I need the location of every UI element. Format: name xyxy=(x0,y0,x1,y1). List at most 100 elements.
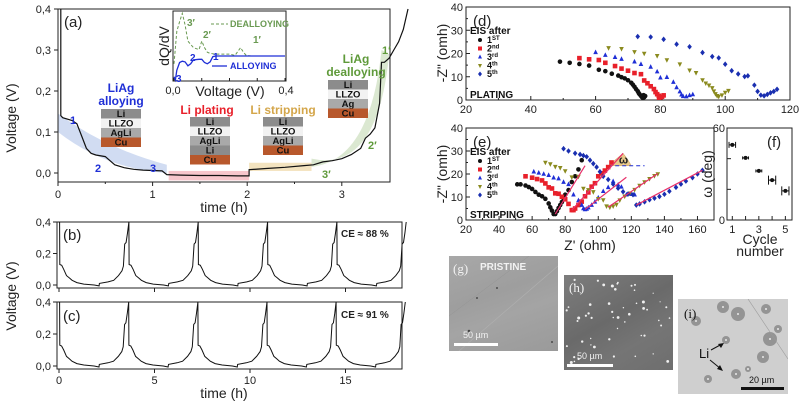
y-tick-label: 10 xyxy=(451,72,463,84)
li-spot-core xyxy=(735,373,737,375)
data-point-5 xyxy=(678,181,684,187)
data-point-3 xyxy=(556,175,561,181)
li-deposit-dot xyxy=(611,310,614,313)
legend-label-sup: nd xyxy=(492,166,500,172)
y-tick-label: 0 xyxy=(457,95,463,107)
omega-point-cycle-1 xyxy=(730,142,735,147)
peak-2: 2 xyxy=(190,53,196,64)
data-point-4 xyxy=(604,204,609,209)
data-point-5 xyxy=(615,185,621,192)
fit-line xyxy=(636,169,703,206)
fit-line xyxy=(571,152,624,211)
data-point-4 xyxy=(632,50,637,55)
data-point-2 xyxy=(661,93,666,98)
data-point-5 xyxy=(661,36,666,43)
data-point-4 xyxy=(709,86,715,91)
data-point-3 xyxy=(536,170,542,175)
panel-d-ylabel: -Z" (omh) xyxy=(434,24,450,83)
legend-label-4: 4th xyxy=(487,61,498,71)
li-deposit-dot xyxy=(630,284,633,287)
data-point-2 xyxy=(625,68,631,74)
data-point-2 xyxy=(552,191,558,196)
x-tick-label: 100 xyxy=(589,224,607,236)
data-point-5 xyxy=(771,88,777,95)
panel-b-ticks: 0,0 0,2 0,4 xyxy=(36,217,346,292)
layer-li xyxy=(101,109,141,119)
legend-label-4: 4th xyxy=(487,182,498,192)
panel-d: 20 40 60 80 100 120 0 10 20 30 40 (d) -Z" (omh) EI… xyxy=(434,2,799,116)
x-tick-label: 100 xyxy=(716,104,734,116)
x-tick-label: 5 xyxy=(782,224,788,236)
legend-marker-3 xyxy=(478,175,482,180)
alloying-title-line2: alloying xyxy=(98,94,143,108)
li-deposit-dot xyxy=(577,357,580,361)
panel-bc-ylabel: Voltage (V) xyxy=(3,261,19,330)
panel-f-ylabel: ω (deg) xyxy=(699,150,715,198)
data-point-4 xyxy=(722,90,728,96)
dealloy-marker-3p: 3′ xyxy=(322,169,331,181)
layer-li xyxy=(190,145,230,155)
data-point-5 xyxy=(648,34,653,40)
data-point-1 xyxy=(577,61,582,67)
data-point-3 xyxy=(684,93,689,99)
sem-h-scalebar xyxy=(567,364,613,367)
data-point-3 xyxy=(648,64,653,69)
legend-label-sup: ST xyxy=(492,157,500,163)
li-spot-core xyxy=(747,368,749,370)
x-tick-label: 80 xyxy=(654,104,666,116)
data-point-2 xyxy=(534,176,540,182)
layer-label: AgLi xyxy=(272,136,293,147)
panel-c-ticks: 0,0 0,2 0,4 0 5 10 15 xyxy=(36,297,352,387)
y-tick-label: 0,4 xyxy=(36,297,51,309)
li-deposit-dot xyxy=(624,321,626,323)
panel-f-xlabel-line2: number xyxy=(736,243,784,259)
dealloy-marker-1p: 1′ xyxy=(382,45,391,57)
li-deposit-dot xyxy=(565,309,568,312)
li-deposit-dot xyxy=(577,316,581,320)
data-point-5 xyxy=(662,191,667,198)
sem-h-panel-label: (h) xyxy=(569,280,585,295)
legend-label-sup: th xyxy=(492,62,498,68)
data-point-4 xyxy=(700,78,705,83)
data-point-2 xyxy=(651,86,657,92)
data-point-2 xyxy=(523,174,528,179)
peak-1p: 1′ xyxy=(253,35,262,46)
legend-label-5: 5th xyxy=(487,69,498,79)
data-point-1 xyxy=(546,201,551,206)
inset-ticks xyxy=(173,78,286,81)
layer-cu xyxy=(101,137,141,147)
panel-e-fit-lines xyxy=(554,152,703,215)
li-deposit-dot xyxy=(628,312,631,316)
panel-a-ylabel: Voltage (V) xyxy=(3,83,19,152)
layer-label: Cu xyxy=(204,155,217,166)
legend-marker-5 xyxy=(478,192,482,198)
x-tick-label: 140 xyxy=(655,224,673,236)
data-point-4 xyxy=(548,162,553,167)
alloying-title-line1: LiAg xyxy=(108,81,135,95)
li-deposit-dot xyxy=(565,345,568,348)
layer-ag xyxy=(328,99,368,109)
data-point-5 xyxy=(597,168,603,175)
inset-xlabel: Voltage (V) xyxy=(195,83,264,99)
layer-agli xyxy=(101,128,141,138)
li-deposit-dot xyxy=(567,306,570,308)
alloying-curve xyxy=(173,55,285,83)
li-deposit-dot xyxy=(643,334,646,337)
data-point-2 xyxy=(595,174,601,179)
data-point-3 xyxy=(674,84,679,90)
x-tick-label: 80 xyxy=(559,224,571,236)
y-tick-label: 0 xyxy=(457,215,463,227)
li-deposit-dot xyxy=(668,317,671,319)
li-deposit-dot xyxy=(596,279,599,282)
data-point-2 xyxy=(566,201,571,207)
data-point-2 xyxy=(529,175,535,180)
data-point-1 xyxy=(533,189,538,195)
legend-title: EIS after xyxy=(470,147,511,158)
li-deposit-dot xyxy=(635,302,638,305)
layer-label: Cu xyxy=(342,109,355,120)
layer-label: Li xyxy=(117,109,125,120)
inset-ylabel: dQ/dV xyxy=(156,26,172,66)
stripping-title: Li stripping xyxy=(250,103,315,117)
layer-label: LLZO xyxy=(271,127,296,138)
